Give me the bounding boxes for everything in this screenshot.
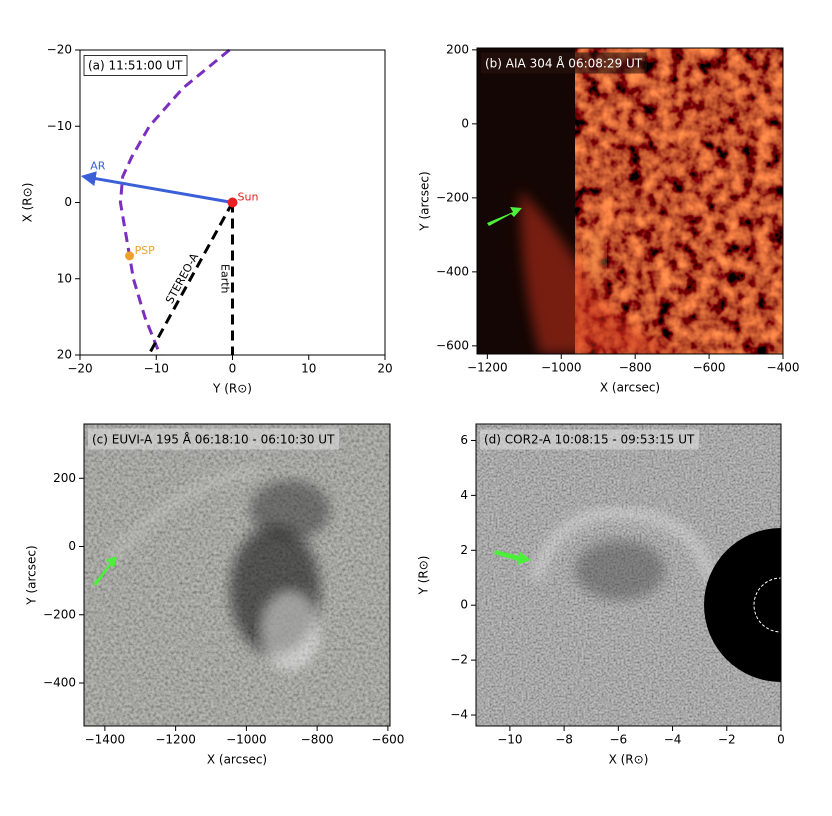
y-tick-label: 2	[460, 543, 468, 557]
y-tick-label: −4	[450, 708, 468, 722]
y-tick-label: 0	[64, 195, 72, 209]
y-tick-label: −400	[43, 676, 76, 690]
arrow	[494, 550, 531, 565]
line	[80, 171, 233, 204]
x-tick-label: −8	[555, 733, 573, 747]
point-label: Sun	[238, 191, 259, 204]
x-tick-label: −1000	[226, 733, 267, 747]
x-tick-label: −1400	[85, 733, 126, 747]
y-tick-label: 200	[446, 42, 469, 56]
x-tick-label: 20	[377, 362, 392, 376]
x-tick-label: −1200	[155, 733, 196, 747]
y-axis-label: Y (arcsec)	[25, 545, 39, 605]
y-tick-label: 20	[57, 348, 72, 362]
title-box	[88, 428, 340, 450]
y-tick-label: 0	[461, 116, 469, 130]
image-c	[84, 424, 390, 726]
panel-title: (c) EUVI-A 195 Å 06:18:10 - 06:10:30 UT	[92, 432, 335, 447]
x-axis-label: Y (R⊙)	[212, 382, 252, 396]
y-tick-label: −600	[436, 338, 469, 352]
image-b	[477, 48, 783, 354]
panel-title: (a) 11:51:00 UT	[88, 59, 183, 73]
y-tick-label: 0	[460, 598, 468, 612]
x-axis-label: X (R⊙)	[609, 753, 649, 767]
x-tick-label: −6	[609, 733, 627, 747]
y-tick-label: −10	[47, 119, 72, 133]
line-label: AR	[90, 160, 106, 173]
x-tick-label: −10	[144, 362, 169, 376]
image-d	[476, 424, 781, 726]
arrow	[487, 207, 522, 226]
x-tick-label: −800	[619, 361, 652, 375]
x-tick-label: −1000	[541, 361, 582, 375]
x-tick-label: −800	[301, 733, 334, 747]
x-tick-label: 10	[301, 362, 316, 376]
y-tick-label: 10	[57, 271, 72, 285]
y-tick-label: −400	[436, 264, 469, 278]
orbit	[118, 48, 231, 356]
x-tick-label: −4	[664, 733, 682, 747]
x-tick-label: −2	[718, 733, 736, 747]
arrow	[93, 556, 117, 586]
x-axis-label: X (arcsec)	[600, 381, 660, 395]
y-tick-label: −20	[47, 43, 72, 57]
point-label: PSP	[135, 244, 156, 257]
x-tick-label: 0	[229, 362, 237, 376]
point	[125, 251, 135, 261]
line	[147, 201, 234, 356]
y-tick-label: 4	[460, 488, 468, 502]
y-axis-label: Y (arcsec)	[418, 171, 432, 231]
title-box	[481, 52, 647, 74]
y-axis-label: X (R⊙)	[21, 183, 35, 223]
title-box	[83, 55, 188, 76]
y-tick-label: −200	[43, 607, 76, 621]
y-tick-label: 6	[460, 433, 468, 447]
y-tick-label: −2	[450, 653, 468, 667]
axes-frame	[475, 423, 782, 727]
panel-title: (b) AIA 304 Å 06:08:29 UT	[485, 56, 643, 71]
x-tick-label: 0	[777, 733, 785, 747]
axes-frame	[83, 423, 391, 727]
y-tick-label: −200	[436, 190, 469, 204]
x-axis-label: X (arcsec)	[207, 753, 267, 767]
axes-frame	[476, 47, 784, 355]
y-tick-label: 0	[68, 539, 76, 553]
x-tick-label: −400	[767, 361, 800, 375]
panel-title: (d) COR2-A 10:08:15 - 09:53:15 UT	[484, 433, 695, 447]
x-tick-label: −600	[693, 361, 726, 375]
x-tick-label: −10	[497, 733, 522, 747]
title-box	[480, 429, 700, 450]
y-tick-label: 200	[53, 471, 76, 485]
line-label: Earth	[219, 264, 232, 294]
x-tick-label: −20	[67, 362, 92, 376]
y-axis-label: Y (R⊙)	[417, 556, 431, 596]
x-tick-label: −600	[371, 733, 404, 747]
x-tick-label: −1200	[467, 361, 508, 375]
point	[227, 197, 238, 208]
